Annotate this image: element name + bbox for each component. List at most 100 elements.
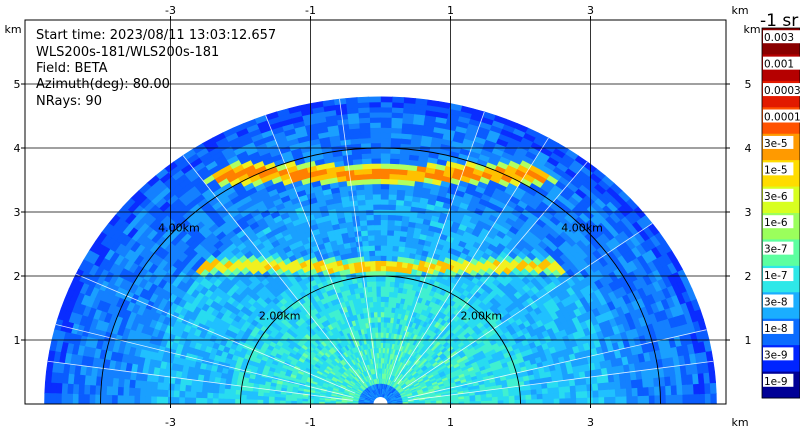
heat-cell — [390, 132, 402, 139]
heat-cell — [380, 122, 392, 129]
heat-cell — [380, 260, 387, 267]
heat-cell — [380, 296, 385, 303]
heat-cell — [564, 391, 572, 399]
heat-cell — [659, 394, 667, 404]
heat-cell — [536, 393, 544, 400]
heat-cell — [614, 388, 622, 397]
heat-cell — [368, 250, 376, 257]
heat-cell — [384, 275, 391, 282]
heat-cell — [369, 260, 376, 267]
heat-cell — [387, 301, 393, 308]
heat-cell — [369, 111, 381, 118]
heat-cell — [354, 184, 365, 191]
heat-cell — [373, 229, 381, 236]
heat-cell — [388, 291, 394, 298]
heat-cell — [361, 152, 372, 160]
heat-cell — [382, 326, 387, 333]
heat-cell — [389, 147, 401, 155]
heat-cell — [357, 111, 370, 119]
heat-cell — [553, 392, 560, 399]
heat-cell — [676, 384, 684, 395]
heat-cell — [380, 316, 385, 323]
heat-cell — [369, 122, 381, 129]
heat-cell — [385, 260, 392, 267]
heat-cell — [508, 399, 516, 404]
heat-cell — [360, 229, 368, 237]
heat-cell — [586, 383, 594, 392]
heat-cell — [597, 382, 605, 391]
heat-cell — [380, 244, 387, 251]
heat-cell — [380, 127, 392, 134]
heat-cell — [370, 152, 381, 159]
heat-cell — [361, 158, 372, 165]
heat-cell — [710, 392, 717, 404]
heat-cell — [375, 270, 381, 277]
heat-cell — [391, 96, 405, 104]
heat-cell — [365, 214, 374, 221]
heat-cell — [361, 163, 372, 170]
heat-cell — [676, 394, 684, 404]
heat-cell — [563, 385, 571, 393]
heat-cell — [386, 234, 394, 241]
heat-cell — [390, 260, 398, 267]
heat-cell — [480, 400, 488, 404]
heat-cell — [370, 142, 381, 149]
heat-cell — [385, 250, 393, 257]
heat-cell — [576, 397, 583, 404]
heat-cell — [372, 193, 381, 200]
heat-cell — [380, 142, 391, 149]
heat-cell — [514, 394, 521, 401]
heat-cell — [547, 392, 555, 399]
heat-cell — [558, 385, 566, 393]
heat-cell — [671, 394, 678, 404]
heat-cell — [371, 168, 381, 175]
heat-cell — [364, 204, 374, 211]
heat-cell — [364, 193, 374, 201]
heat-cell — [575, 384, 582, 392]
heat-cell — [598, 389, 605, 398]
heat-cell — [394, 209, 404, 216]
heat-cell — [362, 178, 373, 185]
heat-cell — [362, 168, 373, 175]
heat-cell — [536, 398, 544, 404]
heat-cell — [542, 392, 549, 400]
heat-cell — [385, 265, 392, 272]
heat-cell — [374, 265, 381, 272]
heat-cell — [374, 255, 381, 262]
heat-cell — [380, 96, 393, 103]
heat-cell — [394, 204, 404, 211]
heat-cell — [390, 127, 402, 134]
heat-cell — [380, 250, 387, 256]
heat-cell — [380, 106, 393, 113]
heat-cell — [373, 219, 381, 226]
heat-cell — [380, 347, 383, 354]
heat-cell — [525, 394, 532, 400]
heat-cell — [385, 270, 392, 277]
heat-cell — [357, 204, 367, 211]
heat-cell — [389, 281, 395, 288]
heat-cell — [391, 111, 404, 119]
heat-cell — [396, 184, 407, 191]
heat-cell — [388, 173, 399, 180]
heat-cell — [384, 285, 390, 292]
heat-cell — [654, 394, 661, 404]
heat-cell — [386, 245, 393, 252]
heat-cell — [380, 111, 392, 118]
heat-cell — [580, 383, 588, 392]
heat-cell — [548, 398, 555, 404]
heat-cell — [369, 265, 376, 272]
heat-cell — [396, 189, 406, 196]
heat-cell — [380, 306, 385, 313]
heat-cell — [558, 391, 566, 399]
heat-cell — [390, 265, 397, 272]
heat-cell — [604, 396, 611, 404]
heat-cell — [380, 301, 385, 308]
heat-cell — [356, 96, 370, 104]
heat-cell — [376, 311, 381, 318]
heat-cell — [358, 122, 371, 129]
heat-cell — [380, 203, 389, 210]
heat-cell — [547, 387, 555, 394]
heat-cell — [619, 380, 627, 389]
heat-cell — [376, 316, 381, 323]
